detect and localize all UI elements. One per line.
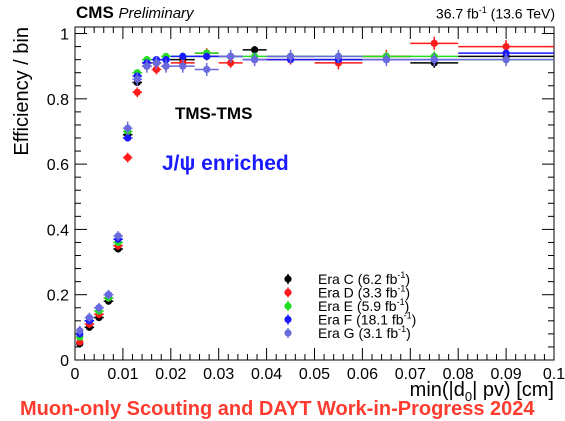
x-tick-label: 0.06 bbox=[347, 366, 378, 383]
x-tick-label: 0.01 bbox=[107, 366, 138, 383]
data-point bbox=[124, 153, 132, 162]
data-point bbox=[227, 52, 235, 60]
enrichment-label: J/ψ enriched bbox=[162, 152, 289, 175]
data-point bbox=[133, 75, 141, 83]
data-point bbox=[203, 52, 211, 60]
x-tick-label: 0.05 bbox=[299, 366, 330, 383]
selection-label: TMS-TMS bbox=[175, 104, 252, 123]
data-point bbox=[502, 56, 510, 64]
plot-frame bbox=[74, 26, 555, 361]
x-tick-label: 0.03 bbox=[203, 366, 234, 383]
legend-marker bbox=[284, 302, 292, 310]
legend-entry: Era C (6.2 fb-1) bbox=[318, 270, 410, 287]
x-tick-label: 0.02 bbox=[155, 366, 186, 383]
energy-value: (13.6 TeV) bbox=[486, 5, 555, 22]
data-point bbox=[286, 52, 295, 60]
x-tick-label: 0.09 bbox=[491, 366, 522, 383]
data-point bbox=[502, 42, 510, 51]
data-point bbox=[85, 313, 93, 322]
y-tick-label: 0.6 bbox=[47, 157, 69, 174]
y-tick-label: 0.8 bbox=[47, 92, 69, 109]
lumi-unit-exponent: -1 bbox=[478, 5, 487, 15]
data-point bbox=[114, 232, 122, 240]
x-axis-label: min(|d0| pv) [cm] bbox=[410, 379, 554, 404]
data-point bbox=[133, 88, 141, 96]
bottom-banner: Muon-only Scouting and DAYT Work-in-Prog… bbox=[20, 398, 535, 420]
experiment-label: CMS Preliminary bbox=[76, 3, 194, 23]
data-point bbox=[334, 52, 343, 60]
x-tick-label: 0.08 bbox=[443, 366, 474, 383]
data-point bbox=[76, 327, 84, 335]
data-point bbox=[152, 59, 161, 67]
data-point bbox=[251, 46, 259, 54]
data-point bbox=[124, 124, 132, 132]
luminosity-label: 36.7 fb-1 (13.6 TeV) bbox=[436, 5, 555, 22]
data-point bbox=[143, 62, 151, 70]
x-tick-label: 0.1 bbox=[543, 366, 565, 383]
data-point bbox=[179, 52, 187, 60]
data-point bbox=[179, 62, 187, 70]
data-point bbox=[95, 304, 103, 312]
lumi-value: 36.7 fb bbox=[435, 5, 479, 22]
data-point bbox=[382, 56, 390, 64]
experiment-name: CMS bbox=[76, 3, 114, 22]
x-tick-label: 0.07 bbox=[395, 366, 426, 383]
legend-marker bbox=[284, 288, 292, 297]
legend-marker bbox=[284, 329, 292, 337]
y-tick-label: 1 bbox=[60, 27, 69, 44]
y-tick-label: 0.2 bbox=[47, 288, 69, 305]
legend-marker bbox=[284, 275, 292, 283]
x-tick-label: 0 bbox=[71, 366, 80, 383]
status-label: Preliminary bbox=[118, 5, 194, 22]
legend-entry: Era D (3.3 fb-1) bbox=[318, 284, 410, 301]
y-tick-label: 0.4 bbox=[47, 222, 69, 239]
data-point bbox=[124, 134, 132, 142]
data-point bbox=[203, 65, 211, 74]
legend-entry: Era E (5.9 fb-1) bbox=[318, 297, 409, 314]
legend-marker bbox=[284, 315, 292, 324]
data-point bbox=[430, 39, 438, 47]
legend-entry: Era G (3.1 fb-1) bbox=[318, 324, 411, 341]
legend-entry: Era F (18.1 fb-1) bbox=[318, 311, 416, 328]
y-axis-label: Efficiency / bin bbox=[11, 27, 33, 156]
data-point bbox=[104, 291, 113, 299]
x-tick-label: 0.04 bbox=[251, 366, 282, 383]
data-point bbox=[162, 62, 170, 70]
y-tick-label: 0 bbox=[60, 353, 69, 370]
data-point bbox=[251, 56, 259, 64]
data-point bbox=[430, 56, 438, 64]
